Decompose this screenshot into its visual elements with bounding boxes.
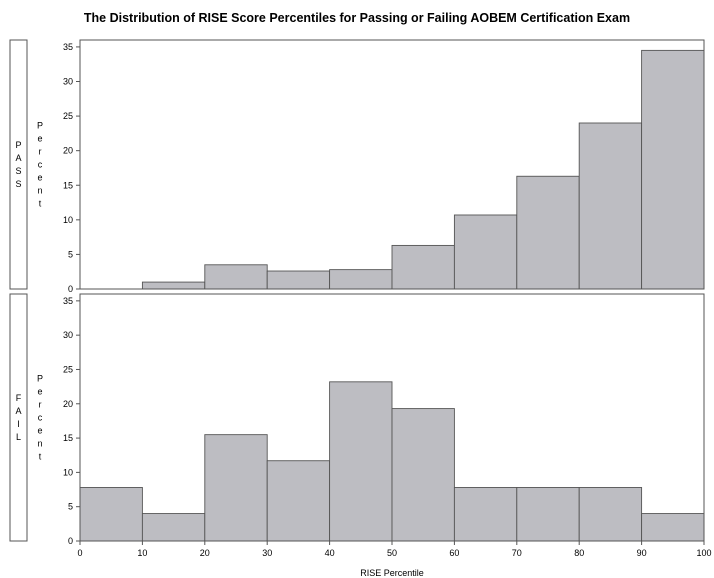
y-axis-label-letter: e: [37, 426, 42, 436]
panel-frame: [79, 39, 705, 290]
y-tick-label: 30: [63, 77, 73, 87]
x-axis-label: RISE Percentile: [360, 568, 424, 578]
histogram-bar: [453, 214, 518, 290]
y-tick-label: 0: [68, 284, 73, 294]
y-axis-label-letter: e: [37, 173, 42, 183]
y-axis-label-letter: P: [37, 121, 43, 131]
y-axis-label-letter: P: [37, 374, 43, 384]
x-tick-label: 10: [137, 548, 147, 558]
x-tick-label: 20: [200, 548, 210, 558]
histogram-bar: [391, 244, 455, 290]
x-tick-label: 50: [387, 548, 397, 558]
y-axis-label-letter: e: [37, 387, 42, 397]
histogram-bar: [516, 175, 580, 290]
y-axis-label-letter: r: [39, 147, 42, 157]
y-tick-label: 35: [63, 42, 73, 52]
histogram-bar: [453, 487, 518, 542]
histogram-bar: [266, 460, 331, 542]
y-tick-label: 5: [68, 249, 73, 259]
histogram-bar: [204, 434, 268, 542]
histogram-bar: [141, 281, 206, 290]
histogram-bar: [641, 49, 705, 290]
y-tick-label: 20: [63, 146, 73, 156]
histogram-bar: [141, 513, 206, 542]
panel-label-letter: P: [15, 140, 21, 150]
y-axis-label-letter: n: [37, 186, 42, 196]
x-tick-label: 100: [696, 548, 711, 558]
y-tick-label: 15: [63, 180, 73, 190]
y-tick-label: 15: [63, 433, 73, 443]
y-axis-label-letter: e: [37, 134, 42, 144]
panel-label-letter: L: [16, 432, 21, 442]
y-axis-label-letter: r: [39, 400, 42, 410]
y-axis-label-letter: c: [38, 413, 43, 423]
histogram-bar: [391, 408, 455, 542]
y-axis-label-letter: c: [38, 160, 43, 170]
panel-label-letter: S: [15, 179, 21, 189]
panel-label-letter: I: [17, 419, 20, 429]
x-tick-label: 70: [512, 548, 522, 558]
histogram-bar: [266, 270, 331, 290]
histogram-bar: [329, 381, 393, 542]
histogram-bar: [329, 269, 393, 290]
x-tick-label: 0: [77, 548, 82, 558]
histogram-bar: [204, 264, 268, 290]
panel-label-letter: A: [15, 406, 21, 416]
panel-label-letter: S: [15, 166, 21, 176]
x-tick-label: 90: [637, 548, 647, 558]
x-tick-label: 80: [574, 548, 584, 558]
histogram-bar: [516, 487, 580, 542]
panel-strip-fail: [9, 293, 28, 542]
y-tick-label: 25: [63, 364, 73, 374]
histogram-bar: [578, 122, 643, 290]
y-tick-label: 35: [63, 296, 73, 306]
y-tick-label: 10: [63, 467, 73, 477]
y-tick-label: 5: [68, 502, 73, 512]
histogram-bar: [641, 513, 705, 542]
x-tick-label: 40: [325, 548, 335, 558]
y-tick-label: 10: [63, 215, 73, 225]
x-tick-label: 30: [262, 548, 272, 558]
histogram-bar: [578, 487, 643, 542]
y-axis-label-letter: t: [39, 452, 42, 462]
y-tick-label: 20: [63, 399, 73, 409]
y-tick-label: 25: [63, 111, 73, 121]
panel-strip-pass: [9, 39, 28, 290]
x-axis: 0 10 20 30 40 50 60 70 80 90 100: [77, 541, 712, 558]
y-axis-label-letter: t: [39, 199, 42, 209]
y-axis-label-letter: n: [37, 439, 42, 449]
panel-label-letter: F: [16, 393, 22, 403]
x-tick-label: 60: [449, 548, 459, 558]
histogram-bar: [79, 487, 143, 542]
panel-label-letter: A: [15, 153, 21, 163]
y-tick-label: 30: [63, 330, 73, 340]
chart-title: The Distribution of RISE Score Percentil…: [84, 11, 630, 25]
y-tick-label: 0: [68, 536, 73, 546]
